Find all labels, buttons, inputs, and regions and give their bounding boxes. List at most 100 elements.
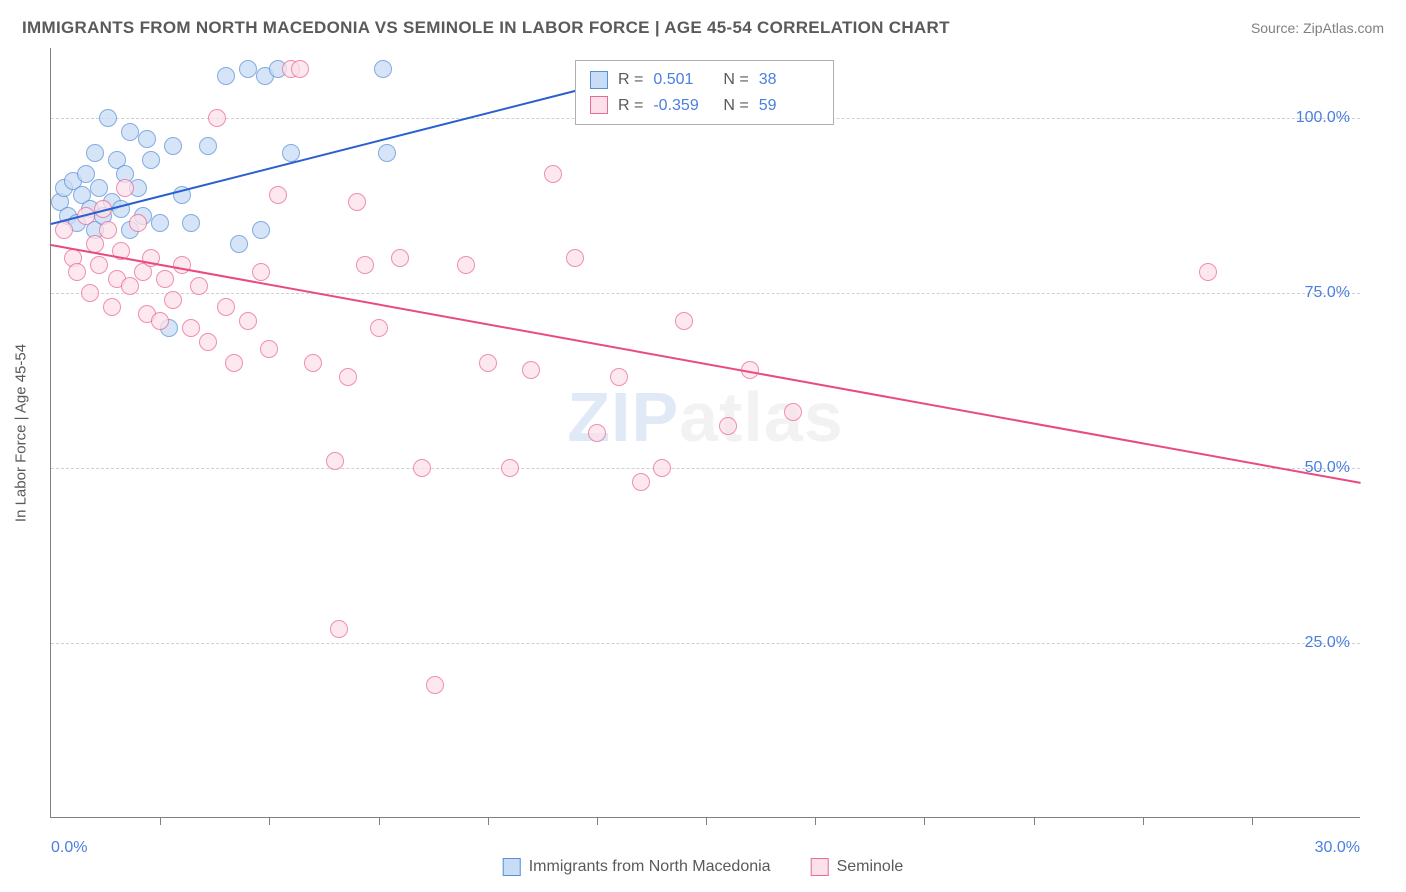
data-point <box>378 144 396 162</box>
data-point <box>269 186 287 204</box>
data-point <box>81 284 99 302</box>
data-point <box>501 459 519 477</box>
data-point <box>566 249 584 267</box>
correlation-box: R =0.501N =38R =-0.359N =59 <box>575 60 834 125</box>
x-tick <box>924 817 925 825</box>
title-bar: IMMIGRANTS FROM NORTH MACEDONIA VS SEMIN… <box>22 18 1384 38</box>
watermark: ZIPatlas <box>567 377 843 457</box>
data-point <box>86 144 104 162</box>
data-point <box>138 130 156 148</box>
y-tick-label: 25.0% <box>1305 634 1350 652</box>
y-axis-title: In Labor Force | Age 45-54 <box>13 343 30 521</box>
legend: Immigrants from North Macedonia Seminole <box>503 858 904 876</box>
data-point <box>374 60 392 78</box>
series-swatch <box>590 96 608 114</box>
data-point <box>260 340 278 358</box>
x-tick <box>488 817 489 825</box>
data-point <box>675 312 693 330</box>
x-axis-max-label: 30.0% <box>1315 839 1360 857</box>
data-point <box>426 676 444 694</box>
data-point <box>291 60 309 78</box>
data-point <box>129 214 147 232</box>
data-point <box>217 67 235 85</box>
data-point <box>784 403 802 421</box>
data-point <box>370 319 388 337</box>
data-point <box>151 312 169 330</box>
x-tick <box>706 817 707 825</box>
data-point <box>164 137 182 155</box>
trend-line <box>51 90 575 225</box>
data-point <box>544 165 562 183</box>
data-point <box>457 256 475 274</box>
x-axis-min-label: 0.0% <box>51 839 87 857</box>
gridline <box>51 643 1360 644</box>
data-point <box>199 333 217 351</box>
data-point <box>339 368 357 386</box>
data-point <box>164 291 182 309</box>
data-point <box>522 361 540 379</box>
data-point <box>304 354 322 372</box>
data-point <box>151 214 169 232</box>
data-point <box>230 235 248 253</box>
trend-line <box>51 244 1361 484</box>
data-point <box>413 459 431 477</box>
data-point <box>225 354 243 372</box>
data-point <box>479 354 497 372</box>
data-point <box>1199 263 1217 281</box>
gridline <box>51 293 1360 294</box>
x-tick <box>1143 817 1144 825</box>
data-point <box>182 214 200 232</box>
x-tick <box>1252 817 1253 825</box>
data-point <box>68 263 86 281</box>
data-point <box>391 249 409 267</box>
data-point <box>719 417 737 435</box>
data-point <box>116 179 134 197</box>
data-point <box>588 424 606 442</box>
data-point <box>610 368 628 386</box>
data-point <box>121 123 139 141</box>
data-point <box>330 620 348 638</box>
legend-label-2: Seminole <box>837 858 904 876</box>
data-point <box>182 319 200 337</box>
y-tick-label: 75.0% <box>1305 284 1350 302</box>
data-point <box>142 151 160 169</box>
x-tick <box>1034 817 1035 825</box>
data-point <box>190 277 208 295</box>
chart-title: IMMIGRANTS FROM NORTH MACEDONIA VS SEMIN… <box>22 18 950 38</box>
data-point <box>326 452 344 470</box>
data-point <box>653 459 671 477</box>
data-point <box>217 298 235 316</box>
gridline <box>51 468 1360 469</box>
correlation-row: R =0.501N =38 <box>590 67 819 93</box>
x-tick <box>269 817 270 825</box>
data-point <box>55 221 73 239</box>
x-tick <box>379 817 380 825</box>
data-point <box>356 256 374 274</box>
data-point <box>90 256 108 274</box>
x-tick <box>815 817 816 825</box>
legend-swatch-2 <box>811 858 829 876</box>
data-point <box>252 221 270 239</box>
x-tick <box>160 817 161 825</box>
data-point <box>99 221 117 239</box>
legend-item-2: Seminole <box>811 858 904 876</box>
legend-label-1: Immigrants from North Macedonia <box>529 858 771 876</box>
y-tick-label: 100.0% <box>1296 109 1350 127</box>
series-swatch <box>590 71 608 89</box>
data-point <box>173 256 191 274</box>
data-point <box>348 193 366 211</box>
x-tick <box>597 817 598 825</box>
source-label: Source: ZipAtlas.com <box>1251 20 1384 36</box>
data-point <box>239 60 257 78</box>
scatter-plot: In Labor Force | Age 45-54 ZIPatlas 0.0%… <box>50 48 1360 818</box>
data-point <box>99 109 117 127</box>
data-point <box>239 312 257 330</box>
data-point <box>156 270 174 288</box>
correlation-row: R =-0.359N =59 <box>590 93 819 119</box>
legend-item-1: Immigrants from North Macedonia <box>503 858 771 876</box>
data-point <box>121 277 139 295</box>
legend-swatch-1 <box>503 858 521 876</box>
data-point <box>632 473 650 491</box>
data-point <box>252 263 270 281</box>
data-point <box>103 298 121 316</box>
